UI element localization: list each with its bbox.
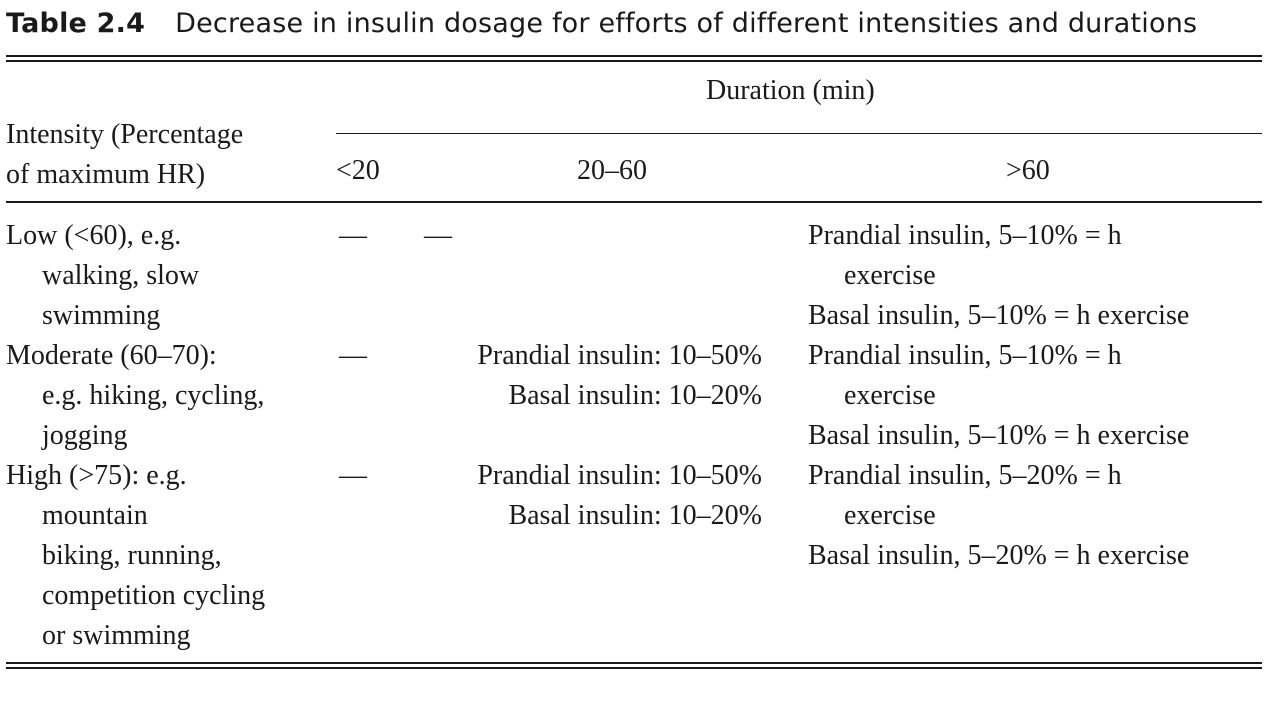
cell-lt20: — [339,220,367,251]
cell-line: Basal insulin, 5–20% = h exercise [808,540,1190,571]
cell-line: exercise [844,260,936,291]
column-header-gt60: >60 [1006,155,1050,186]
cell-line: Prandial insulin, 5–10% = h [808,340,1122,371]
intensity-line: Low (<60), e.g. [6,220,182,251]
intensity-line: Moderate (60–70): [6,340,217,371]
table-title: Decrease in insulin dosage for efforts o… [175,8,1198,39]
bottom-rule [6,662,1262,669]
intensity-line: walking, slow [42,260,200,291]
intensity-header-line: Intensity (Percentage [6,119,244,150]
cell-line: exercise [844,500,936,531]
intensity-column-header: Intensity (Percentage of maximum HR) [6,115,243,195]
table-label: Table 2.4 [6,8,146,39]
cell-gt60: Prandial insulin, 5–10% = h exercise Bas… [808,336,1189,456]
cell-line: Prandial insulin: 10–50% [477,340,762,371]
column-header-20-60: 20–60 [577,155,647,186]
cell-20-60: — [424,220,452,251]
duration-spanner: Duration (min) [706,75,875,106]
intensity-line: e.g. hiking, cycling, [42,380,265,411]
cell-20-60: Prandial insulin: 10–50% Basal insulin: … [400,456,762,536]
cell-lt20: — [339,460,367,491]
intensity-line: High (>75): e.g. [6,460,187,491]
cell-line: Prandial insulin, 5–20% = h [808,460,1122,491]
cell-lt20: — [339,340,367,371]
table-row-high-intensity: High (>75): e.g. mountain biking, runnin… [6,456,265,656]
cell-line: Basal insulin, 5–10% = h exercise [808,300,1190,331]
top-rule [6,55,1262,62]
cell-gt60: Prandial insulin, 5–10% = h exercise Bas… [808,216,1189,336]
column-header-lt20: <20 [336,155,380,186]
cell-line: exercise [844,380,936,411]
table-caption: Table 2.4 Decrease in insulin dosage for … [6,8,1197,39]
cell-gt60: Prandial insulin, 5–20% = h exercise Bas… [808,456,1189,576]
spanner-rule [336,133,1262,134]
intensity-line: swimming [42,300,161,331]
intensity-line: or swimming [42,620,191,651]
intensity-line: jogging [42,420,128,451]
cell-line: Basal insulin, 5–10% = h exercise [808,420,1190,451]
table-row-low-intensity: Low (<60), e.g. walking, slow swimming [6,216,199,336]
intensity-header-line: of maximum HR) [6,159,206,190]
cell-line: Prandial insulin: 10–50% [477,460,762,491]
cell-line: Basal insulin: 10–20% [508,380,762,411]
cell-line: Basal insulin: 10–20% [508,500,762,531]
header-rule [6,201,1262,203]
cell-20-60: Prandial insulin: 10–50% Basal insulin: … [400,336,762,416]
cell-line: Prandial insulin, 5–10% = h [808,220,1122,251]
intensity-line: competition cycling [42,580,266,611]
intensity-line: biking, running, [42,540,222,571]
table-row-moderate-intensity: Moderate (60–70): e.g. hiking, cycling, … [6,336,264,456]
intensity-line: mountain [42,500,148,531]
